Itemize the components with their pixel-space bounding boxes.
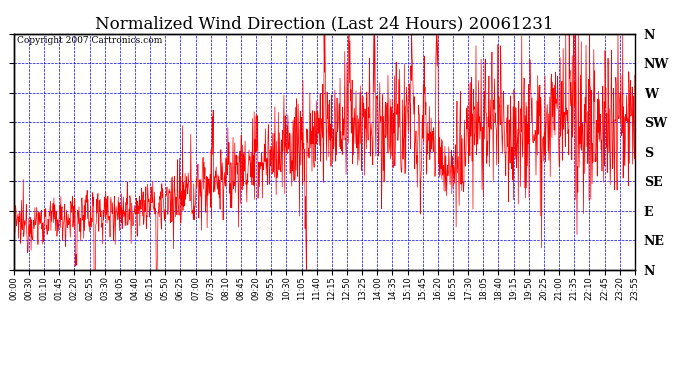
Text: Copyright 2007 Cartronics.com: Copyright 2007 Cartronics.com <box>17 36 162 45</box>
Title: Normalized Wind Direction (Last 24 Hours) 20061231: Normalized Wind Direction (Last 24 Hours… <box>95 15 553 32</box>
